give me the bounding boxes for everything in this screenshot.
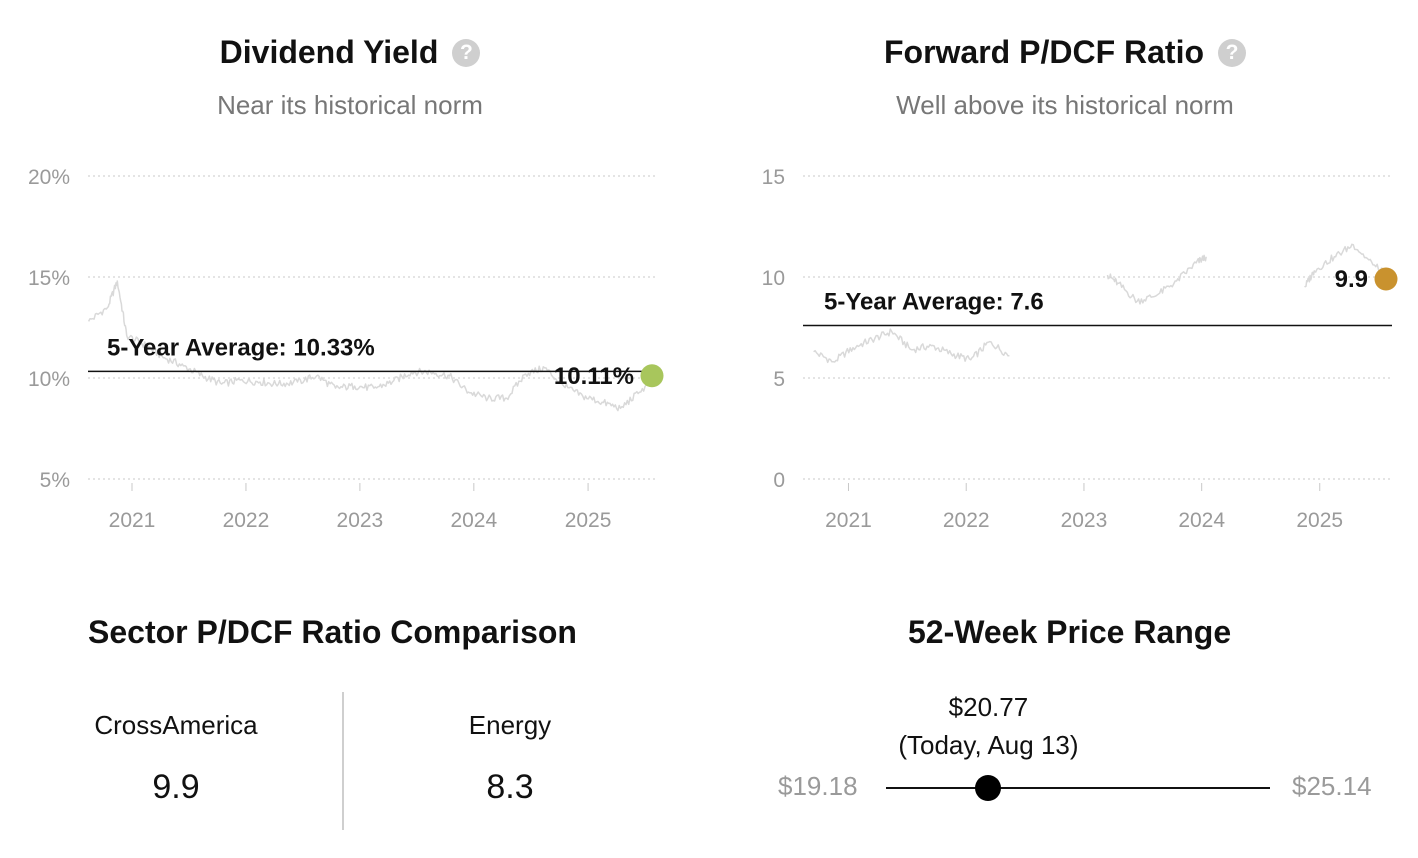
pdcf-series-line: [1304, 243, 1394, 288]
dividend-yield-x-tick-label: 2022: [223, 509, 270, 532]
pdcf-subtitle: Well above its historical norm: [896, 90, 1234, 120]
pdcf-x-tick-label: 2021: [825, 509, 872, 532]
pdcf-x-tick-label: 2023: [1061, 509, 1108, 532]
dividend-yield-x-tick-label: 2023: [337, 509, 384, 532]
sector-comparison-sector-value: 8.3: [486, 768, 534, 806]
question-circle-icon[interactable]: ?: [1218, 39, 1246, 67]
dividend-yield-current-point[interactable]: [640, 364, 664, 388]
sector-comparison-company-name: CrossAmerica: [94, 710, 258, 740]
dividend-yield-current-label: 10.11%: [554, 363, 634, 390]
pdcf-panel: Forward P/DCF Ratio? Well above its hist…: [712, 0, 1418, 560]
price-range-title: 52-Week Price Range: [908, 614, 1232, 650]
dividend-yield-series-line: [87, 280, 660, 412]
pdcf-y-tick-label: 0: [773, 469, 785, 492]
sector-comparison-company-value: 9.9: [152, 768, 200, 806]
sector-comparison-title: Sector P/DCF Ratio Comparison: [88, 614, 577, 650]
dividend-yield-x-tick-label: 2021: [109, 509, 156, 532]
sector-comparison-divider: [342, 692, 344, 830]
question-circle-icon[interactable]: ?: [452, 39, 481, 67]
dividend-yield-title-text: Dividend Yield: [219, 34, 439, 70]
dividend-yield-x-tick-label: 2024: [450, 509, 497, 532]
pdcf-y-tick-label: 5: [773, 368, 785, 391]
price-range-current-marker: [975, 775, 1002, 801]
pdcf-y-tick-label: 10: [762, 267, 785, 290]
dividend-yield-x-tick-label: 2025: [565, 509, 612, 532]
price-range-current-label: $20.77 (Today, Aug 13): [858, 688, 1118, 764]
pdcf-series-line: [1106, 254, 1207, 305]
dividend-yield-title: Dividend Yield?: [0, 34, 700, 71]
pdcf-x-tick-label: 2024: [1178, 509, 1225, 532]
dividend-yield-subtitle: Near its historical norm: [217, 90, 483, 120]
dividend-yield-y-tick-label: 5%: [40, 469, 70, 492]
pdcf-chart: 15 10 5 0 2021 2022 2023 2024 2025 5-Year Average…: [762, 166, 1398, 532]
sector-comparison-sector-name: Energy: [468, 710, 552, 740]
dividend-yield-y-tick-label: 15%: [28, 267, 70, 290]
pdcf-current-label: 9.9: [1335, 266, 1368, 293]
pdcf-title: Forward P/DCF Ratio?: [712, 34, 1418, 71]
dividend-yield-panel: Dividend Yield? Near its historical norm…: [0, 0, 700, 560]
price-range-track: [886, 787, 1270, 789]
pdcf-average-label: 5-Year Average: 7.6: [824, 288, 1044, 315]
price-range-current-price: $20.77: [948, 692, 1029, 722]
price-range-current-note: (Today, Aug 13): [898, 730, 1079, 760]
dividend-yield-average-label: 5-Year Average: 10.33%: [107, 334, 375, 361]
dividend-yield-y-tick-label: 10%: [28, 368, 70, 391]
price-range-high-label: $25.14: [1292, 771, 1372, 801]
dividend-yield-y-tick-label: 20%: [28, 166, 70, 189]
pdcf-title-text: Forward P/DCF Ratio: [883, 34, 1204, 70]
dividend-yield-chart: 20% 15% 10% 5% 2021 2022 2023 2024 2025 5-Year Av…: [28, 166, 664, 532]
pdcf-y-tick-label: 15: [762, 166, 785, 189]
pdcf-x-tick-label: 2025: [1296, 509, 1343, 532]
pdcf-current-point[interactable]: [1374, 267, 1398, 291]
price-range-low-label: $19.18: [778, 771, 858, 801]
pdcf-series-line: [813, 328, 1010, 364]
pdcf-x-tick-label: 2022: [943, 509, 990, 532]
